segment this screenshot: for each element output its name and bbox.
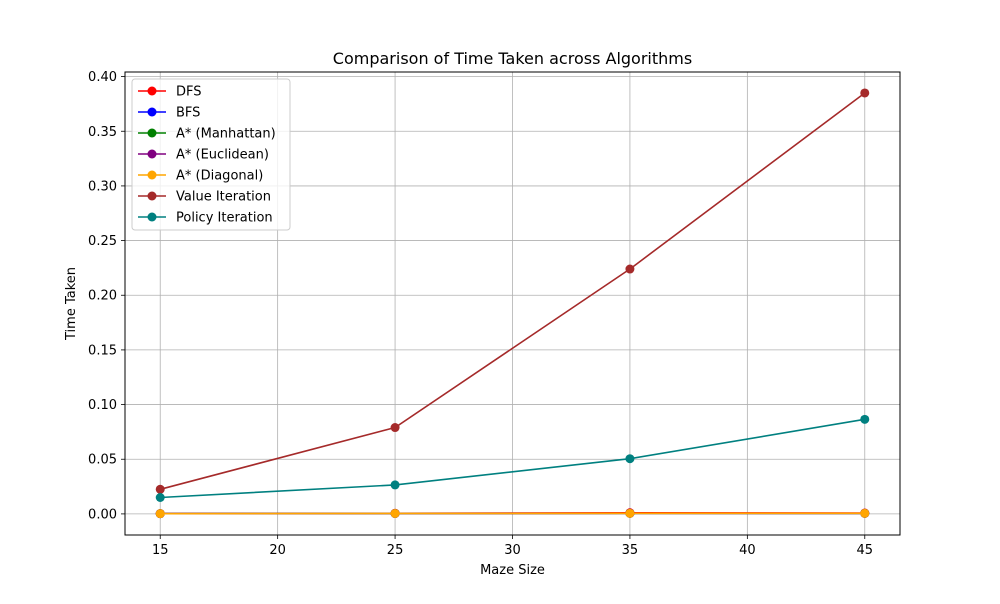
x-tick-label: 15 bbox=[152, 543, 169, 558]
data-point bbox=[625, 454, 634, 463]
data-point bbox=[391, 509, 400, 518]
data-point bbox=[860, 415, 869, 424]
legend-label: A* (Manhattan) bbox=[176, 127, 276, 142]
y-tick-label: 0.15 bbox=[88, 343, 117, 358]
data-point bbox=[860, 509, 869, 518]
legend-label: BFS bbox=[176, 106, 200, 121]
y-tick-label: 0.00 bbox=[88, 507, 117, 522]
x-tick-label: 35 bbox=[622, 543, 639, 558]
data-point bbox=[156, 485, 165, 494]
y-tick-label: 0.20 bbox=[88, 289, 117, 304]
legend-label: A* (Diagonal) bbox=[176, 169, 263, 184]
legend-marker bbox=[148, 171, 157, 180]
y-tick-label: 0.10 bbox=[88, 398, 117, 413]
y-tick-label: 0.25 bbox=[88, 234, 117, 249]
x-tick-label: 30 bbox=[504, 543, 521, 558]
legend-marker bbox=[148, 129, 157, 138]
y-tick-label: 0.05 bbox=[88, 453, 117, 468]
legend-label: Policy Iteration bbox=[176, 211, 273, 226]
x-tick-label: 25 bbox=[387, 543, 404, 558]
x-tick-label: 40 bbox=[739, 543, 756, 558]
legend-marker bbox=[148, 87, 157, 96]
y-axis-label: Time Taken bbox=[64, 267, 79, 341]
data-point bbox=[391, 480, 400, 489]
data-point bbox=[156, 509, 165, 518]
x-axis-label: Maze Size bbox=[480, 563, 545, 578]
data-point bbox=[156, 493, 165, 502]
y-tick-label: 0.30 bbox=[88, 179, 117, 194]
legend-label: A* (Euclidean) bbox=[176, 148, 269, 163]
legend: DFS BFS A* (Manhattan) A* (Euclidean) A* (Di… bbox=[132, 79, 290, 230]
legend-marker bbox=[148, 108, 157, 117]
data-point bbox=[391, 423, 400, 432]
data-point bbox=[625, 265, 634, 274]
data-point bbox=[625, 509, 634, 518]
legend-label: Value Iteration bbox=[176, 190, 271, 205]
legend-marker bbox=[148, 192, 157, 201]
legend-label: DFS bbox=[176, 85, 202, 100]
legend-marker bbox=[148, 213, 157, 222]
y-tick-label: 0.35 bbox=[88, 125, 117, 140]
data-point bbox=[860, 88, 869, 97]
x-tick-label: 20 bbox=[269, 543, 286, 558]
x-tick-label: 45 bbox=[856, 543, 873, 558]
legend-marker bbox=[148, 150, 157, 159]
y-tick-label: 0.40 bbox=[88, 70, 117, 85]
chart-title: Comparison of Time Taken across Algorith… bbox=[333, 49, 692, 68]
